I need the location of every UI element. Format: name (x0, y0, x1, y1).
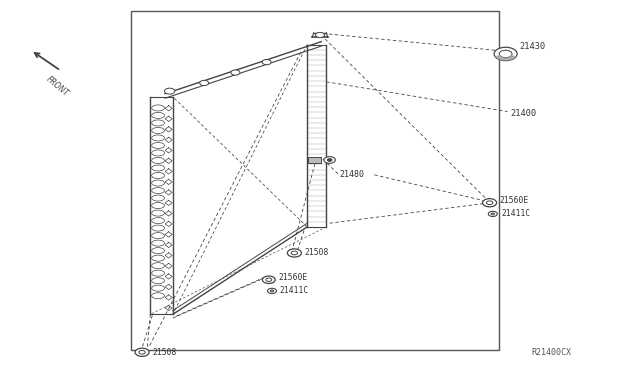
Circle shape (324, 157, 335, 163)
Circle shape (327, 158, 332, 161)
Text: 21508: 21508 (305, 248, 329, 257)
Text: 21411C: 21411C (501, 209, 531, 218)
Circle shape (486, 201, 493, 205)
Circle shape (491, 213, 495, 215)
Circle shape (494, 47, 517, 61)
Circle shape (287, 249, 301, 257)
Circle shape (139, 350, 145, 354)
Bar (131, 11, 499, 350)
Circle shape (135, 348, 149, 356)
Circle shape (262, 276, 275, 283)
Text: 21560E: 21560E (278, 273, 308, 282)
Text: 21508: 21508 (152, 348, 177, 357)
Text: 21400: 21400 (510, 109, 536, 118)
Circle shape (488, 211, 497, 217)
Text: 21411C: 21411C (280, 286, 309, 295)
Bar (308, 157, 321, 163)
Circle shape (200, 80, 209, 86)
Circle shape (164, 88, 175, 94)
Circle shape (262, 60, 271, 65)
Circle shape (291, 251, 298, 255)
Wedge shape (495, 55, 516, 61)
Text: R21400CX: R21400CX (531, 348, 571, 357)
Circle shape (268, 288, 276, 294)
Text: 21560E: 21560E (500, 196, 529, 205)
Text: 21430: 21430 (520, 42, 546, 51)
Circle shape (316, 32, 324, 38)
Text: FRONT: FRONT (45, 74, 70, 98)
Circle shape (266, 278, 272, 281)
Circle shape (270, 290, 274, 292)
Circle shape (499, 50, 512, 58)
Text: 21480: 21480 (339, 170, 364, 179)
Circle shape (231, 70, 240, 75)
Circle shape (483, 199, 497, 207)
